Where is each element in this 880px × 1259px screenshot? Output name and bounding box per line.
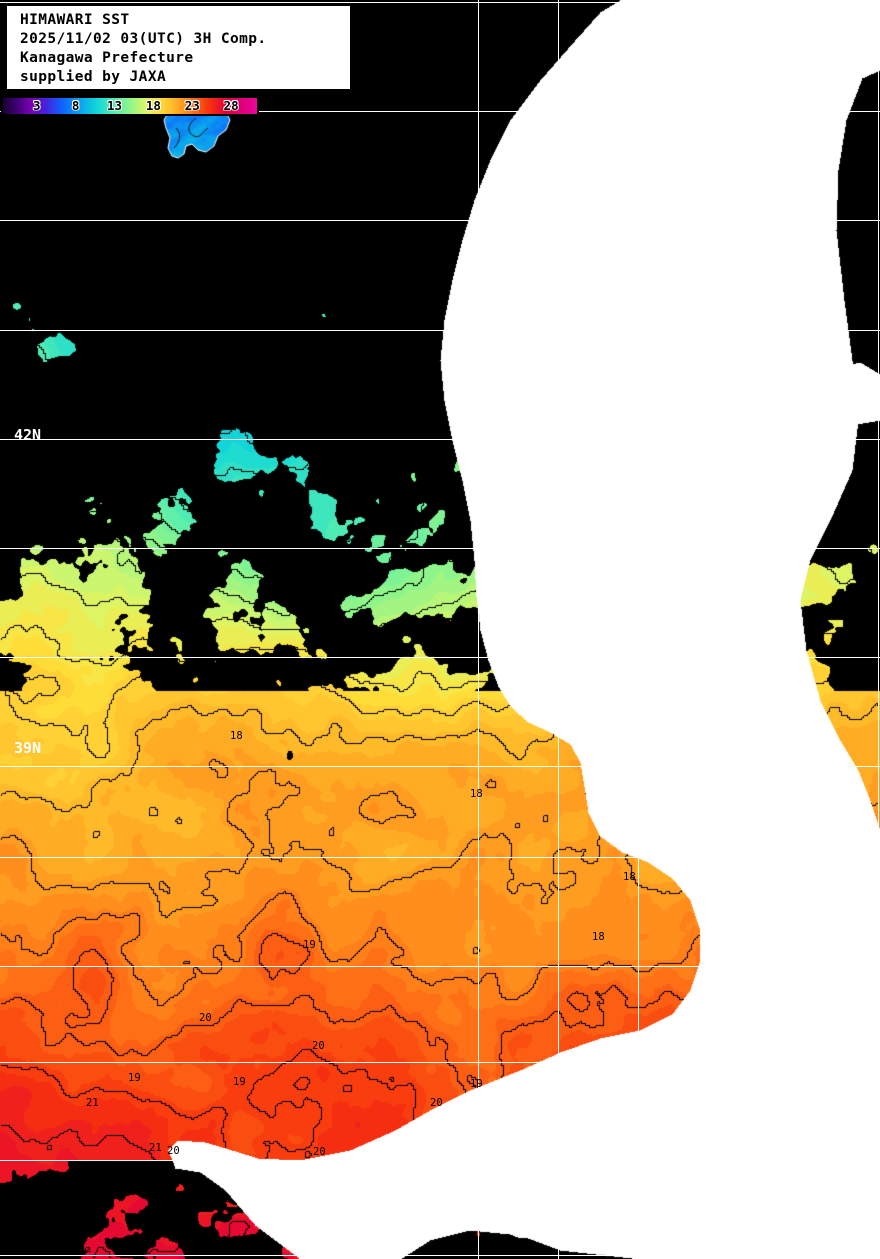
grid-line-horizontal — [0, 548, 880, 549]
contour-value-label: 20 — [167, 1145, 180, 1157]
grid-line-vertical — [478, 0, 479, 1259]
colorbar-tick-13: 13 — [106, 97, 123, 113]
latitude-label: 42N — [14, 426, 42, 444]
grid-line-horizontal — [0, 766, 880, 767]
grid-line-horizontal — [0, 857, 880, 858]
contour-value-label: 20 — [430, 1097, 443, 1109]
grid-line-vertical — [718, 0, 719, 1259]
colorbar-tick-labels: 3 8 13 18 23 28 — [3, 98, 257, 114]
colorbar-gradient — [3, 98, 257, 114]
longitude-label: 138E — [649, 0, 667, 8]
colorbar-tick-8: 8 — [71, 97, 80, 113]
grid-line-vertical — [638, 0, 639, 1259]
colorbar-tick-3: 3 — [33, 97, 41, 113]
title-legend-box: HIMAWARI SST 2025/11/02 03(UTC) 3H Comp.… — [5, 4, 352, 91]
contour-value-label: 20 — [313, 1146, 326, 1158]
grid-line-horizontal — [0, 657, 880, 658]
contour-value-label: 20 — [199, 1012, 212, 1024]
colorbar-tick-28: 28 — [223, 97, 239, 113]
contour-value-label: 21 — [86, 1097, 99, 1109]
grid-line-horizontal — [0, 1062, 880, 1063]
contour-value-label: 19 — [470, 1078, 483, 1090]
sst-colorbar: 3 8 13 18 23 28 — [1, 96, 259, 116]
contour-value-label: 18 — [623, 871, 636, 883]
contour-value-label: 19 — [128, 1072, 141, 1084]
grid-line-horizontal — [0, 439, 880, 440]
latitude-label: 39N — [14, 739, 42, 757]
contour-value-label: 18 — [592, 931, 605, 943]
grid-line-horizontal — [0, 2, 880, 3]
legend-line-region: Kanagawa Prefecture — [20, 50, 194, 66]
contour-value-label: 21 — [149, 1142, 162, 1154]
grid-line-horizontal — [0, 966, 880, 967]
contour-value-label: 18 — [470, 788, 483, 800]
contour-value-label: 20 — [312, 1040, 325, 1052]
grid-line-horizontal — [0, 1255, 880, 1256]
contour-value-label: 19 — [303, 939, 316, 951]
contour-value-label: 19 — [233, 1076, 246, 1088]
legend-line-timestamp: 2025/11/02 03(UTC) 3H Comp. — [20, 31, 267, 47]
grid-line-horizontal — [0, 111, 880, 112]
grid-line-vertical — [878, 0, 879, 1259]
grid-line-vertical — [798, 0, 799, 1259]
legend-line-credit: supplied by JAXA — [20, 69, 167, 85]
contour-value-label: 18 — [230, 730, 243, 742]
grid-line-vertical — [558, 0, 559, 1259]
grid-line-horizontal — [0, 1160, 880, 1161]
grid-line-horizontal — [0, 220, 880, 221]
colorbar-tick-23: 23 — [184, 97, 200, 113]
grid-line-horizontal — [0, 330, 880, 331]
legend-line-title: HIMAWARI SST — [20, 12, 130, 28]
colorbar-tick-18: 18 — [145, 97, 161, 113]
